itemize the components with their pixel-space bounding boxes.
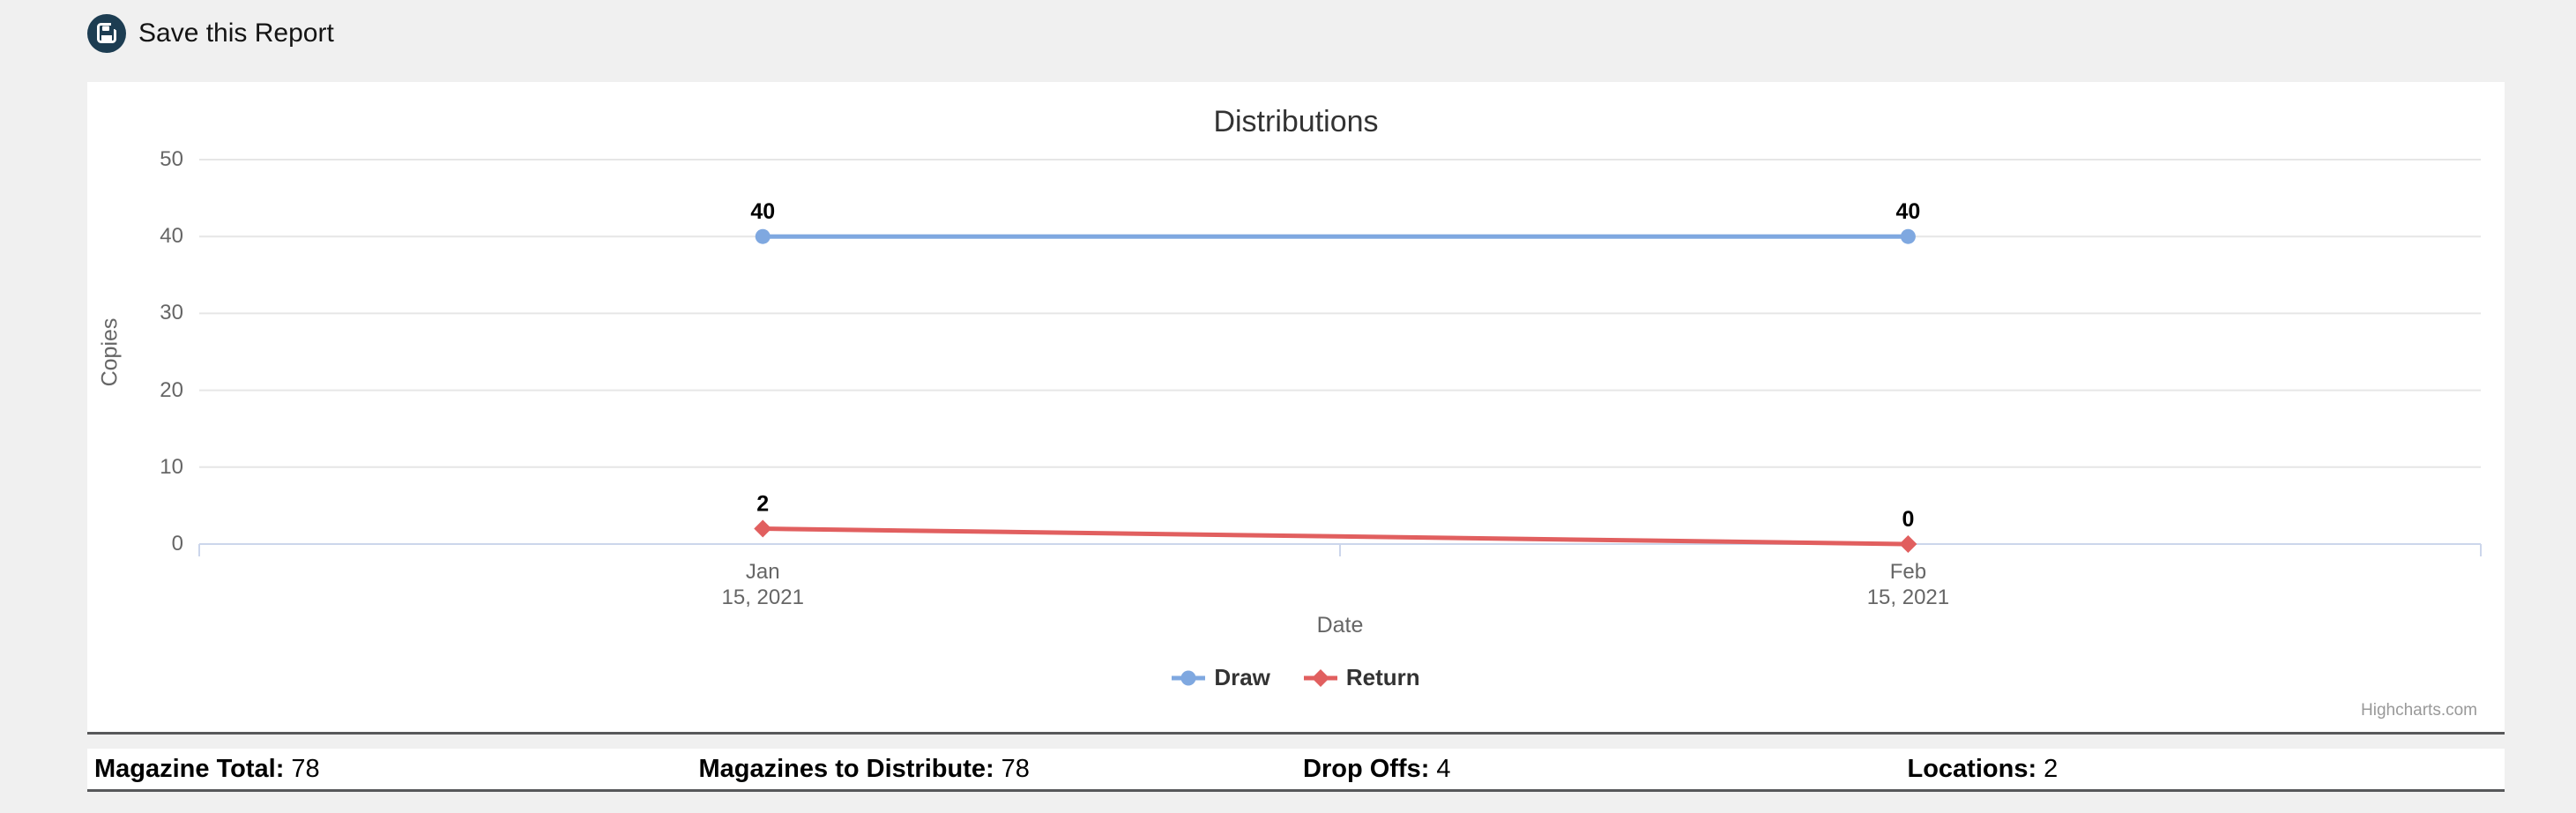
y-axis-label: 30 [160, 301, 183, 325]
y-axis-label: 10 [160, 454, 183, 479]
data-point-draw-0[interactable] [755, 228, 771, 244]
data-label: 40 [1896, 199, 1921, 224]
legend-item-return[interactable]: Return [1303, 664, 1420, 691]
footer-stat-drop-offs: Drop Offs: 4 [1303, 754, 1451, 783]
data-label: 2 [756, 492, 769, 517]
y-axis-label: 40 [160, 224, 183, 249]
highcharts-credits-link[interactable]: Highcharts.com [2361, 701, 2477, 720]
legend-label: Return [1345, 664, 1420, 690]
data-point-return-0[interactable] [754, 519, 772, 538]
plot-area: 40 40 2 0 [198, 159, 2482, 556]
data-label: 0 [1902, 507, 1914, 532]
stats-bar: Magazine Total: 78 Magazines to Distribut… [87, 749, 2505, 792]
save-report-button[interactable]: Save this Report [87, 14, 334, 53]
y-axis-label: 50 [160, 147, 183, 171]
series-line-return [763, 526, 1909, 547]
data-point-draw-1[interactable] [1900, 228, 1916, 244]
x-axis-label: Feb 15, 2021 [1866, 560, 1950, 609]
chart-card: Distributions Copies 0 10 20 30 40 50 40 40 2 0 … [87, 82, 2505, 735]
legend-label: Draw [1214, 664, 1270, 690]
chart-title: Distributions [1213, 105, 1379, 138]
footer-stat-magazine-total: Magazine Total: 78 [94, 754, 320, 783]
legend-item-draw[interactable]: Draw [1172, 664, 1270, 691]
footer-stat-locations: Locations: 2 [1907, 754, 2059, 783]
y-axis-label: 20 [160, 377, 183, 402]
y-axis-labels: 0 10 20 30 40 50 [113, 147, 183, 556]
data-label: 40 [750, 199, 775, 224]
save-icon [87, 14, 126, 53]
data-point-return-1[interactable] [1899, 535, 1917, 553]
x-axis-title: Date [1316, 613, 1364, 638]
y-axis-label: 0 [171, 532, 183, 556]
legend-marker-diamond [1303, 668, 1337, 687]
x-axis-labels: Jan 15, 2021 Feb 15, 2021 [199, 559, 2481, 621]
chart-legend: Draw Return [87, 664, 2505, 691]
footer-stat-magazines-to-distribute: Magazines to Distribute: 78 [698, 754, 1030, 783]
legend-marker-circle [1172, 670, 1206, 685]
save-report-label: Save this Report [138, 19, 334, 48]
x-axis-label: Jan 15, 2021 [721, 560, 804, 609]
